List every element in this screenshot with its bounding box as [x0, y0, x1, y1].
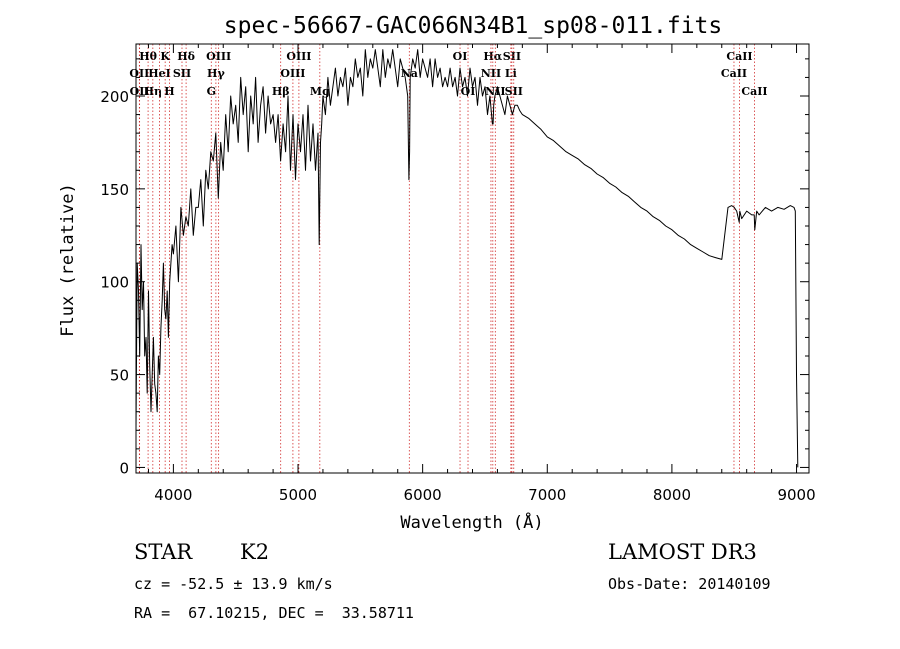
line-marker-label: Hη: [144, 85, 162, 98]
plot-frame: [135, 43, 810, 474]
y-tick-label: 200: [100, 88, 129, 106]
line-marker-label: OIII: [206, 50, 231, 63]
line-marker-label: Li: [505, 67, 517, 80]
coordinates: RA = 67.10215, DEC = 33.58711: [134, 604, 414, 622]
line-marker-label: CaII: [726, 50, 752, 63]
x-axis-label: Wavelength (Å): [400, 511, 543, 533]
y-tick-label: 0: [119, 459, 129, 477]
x-axis: 4000 5000 6000 7000 8000 9000: [147, 44, 816, 504]
line-marker-label: OIII: [286, 50, 311, 63]
obs-date: Obs-Date: 20140109: [608, 575, 771, 593]
line-marker-label: OIII: [280, 67, 305, 80]
x-tick-label: 5000: [279, 486, 317, 504]
object-class: STAR: [134, 540, 193, 564]
line-marker-label: K: [160, 50, 170, 63]
line-marker-label: SII: [173, 67, 191, 80]
x-tick-label: 4000: [154, 486, 192, 504]
y-tick-label: 50: [110, 367, 129, 385]
line-marker-label: HeI: [148, 67, 171, 80]
y-axis: 0 50 100 150 200: [100, 58, 809, 477]
line-marker-label: OI: [453, 50, 468, 63]
line-marker-label: CaII: [741, 85, 767, 98]
x-tick-label: 9000: [777, 486, 815, 504]
line-marker-label: Hα: [483, 50, 502, 63]
line-marker-label: Hδ: [177, 50, 195, 63]
y-tick-label: 100: [100, 274, 129, 292]
line-marker-label: NII: [485, 85, 505, 98]
spectrum-line-flux: [135, 49, 799, 468]
line-marker-label: CaII: [721, 67, 747, 80]
x-tick-label: 6000: [404, 486, 442, 504]
chart-title: spec-56667-GAC066N34B1_sp08-011.fits: [224, 13, 723, 39]
line-marker-label: NII: [481, 67, 501, 80]
line-marker-label: Mg: [310, 85, 330, 98]
series-layer: [135, 49, 799, 468]
redshift-info: cz = -52.5 ± 13.9 km/s: [134, 575, 333, 593]
object-subclass: K2: [240, 540, 270, 564]
line-marker-label: OII: [130, 85, 150, 98]
line-marker-label: G: [207, 85, 216, 98]
x-tick-label: 7000: [528, 486, 566, 504]
x-tick-label: 8000: [653, 486, 691, 504]
line-marker-label: H: [164, 85, 174, 98]
y-axis-label: Flux (relative): [58, 183, 78, 337]
line-marker-label: Hγ: [207, 67, 225, 80]
line-marker-label: Hβ: [272, 85, 290, 98]
line-marker-label: SII: [503, 50, 521, 63]
line-marker-label: Hθ: [139, 50, 157, 63]
survey-name: LAMOST DR3: [608, 540, 757, 564]
y-tick-label: 150: [100, 181, 129, 199]
line-marker-label: SII: [505, 85, 523, 98]
